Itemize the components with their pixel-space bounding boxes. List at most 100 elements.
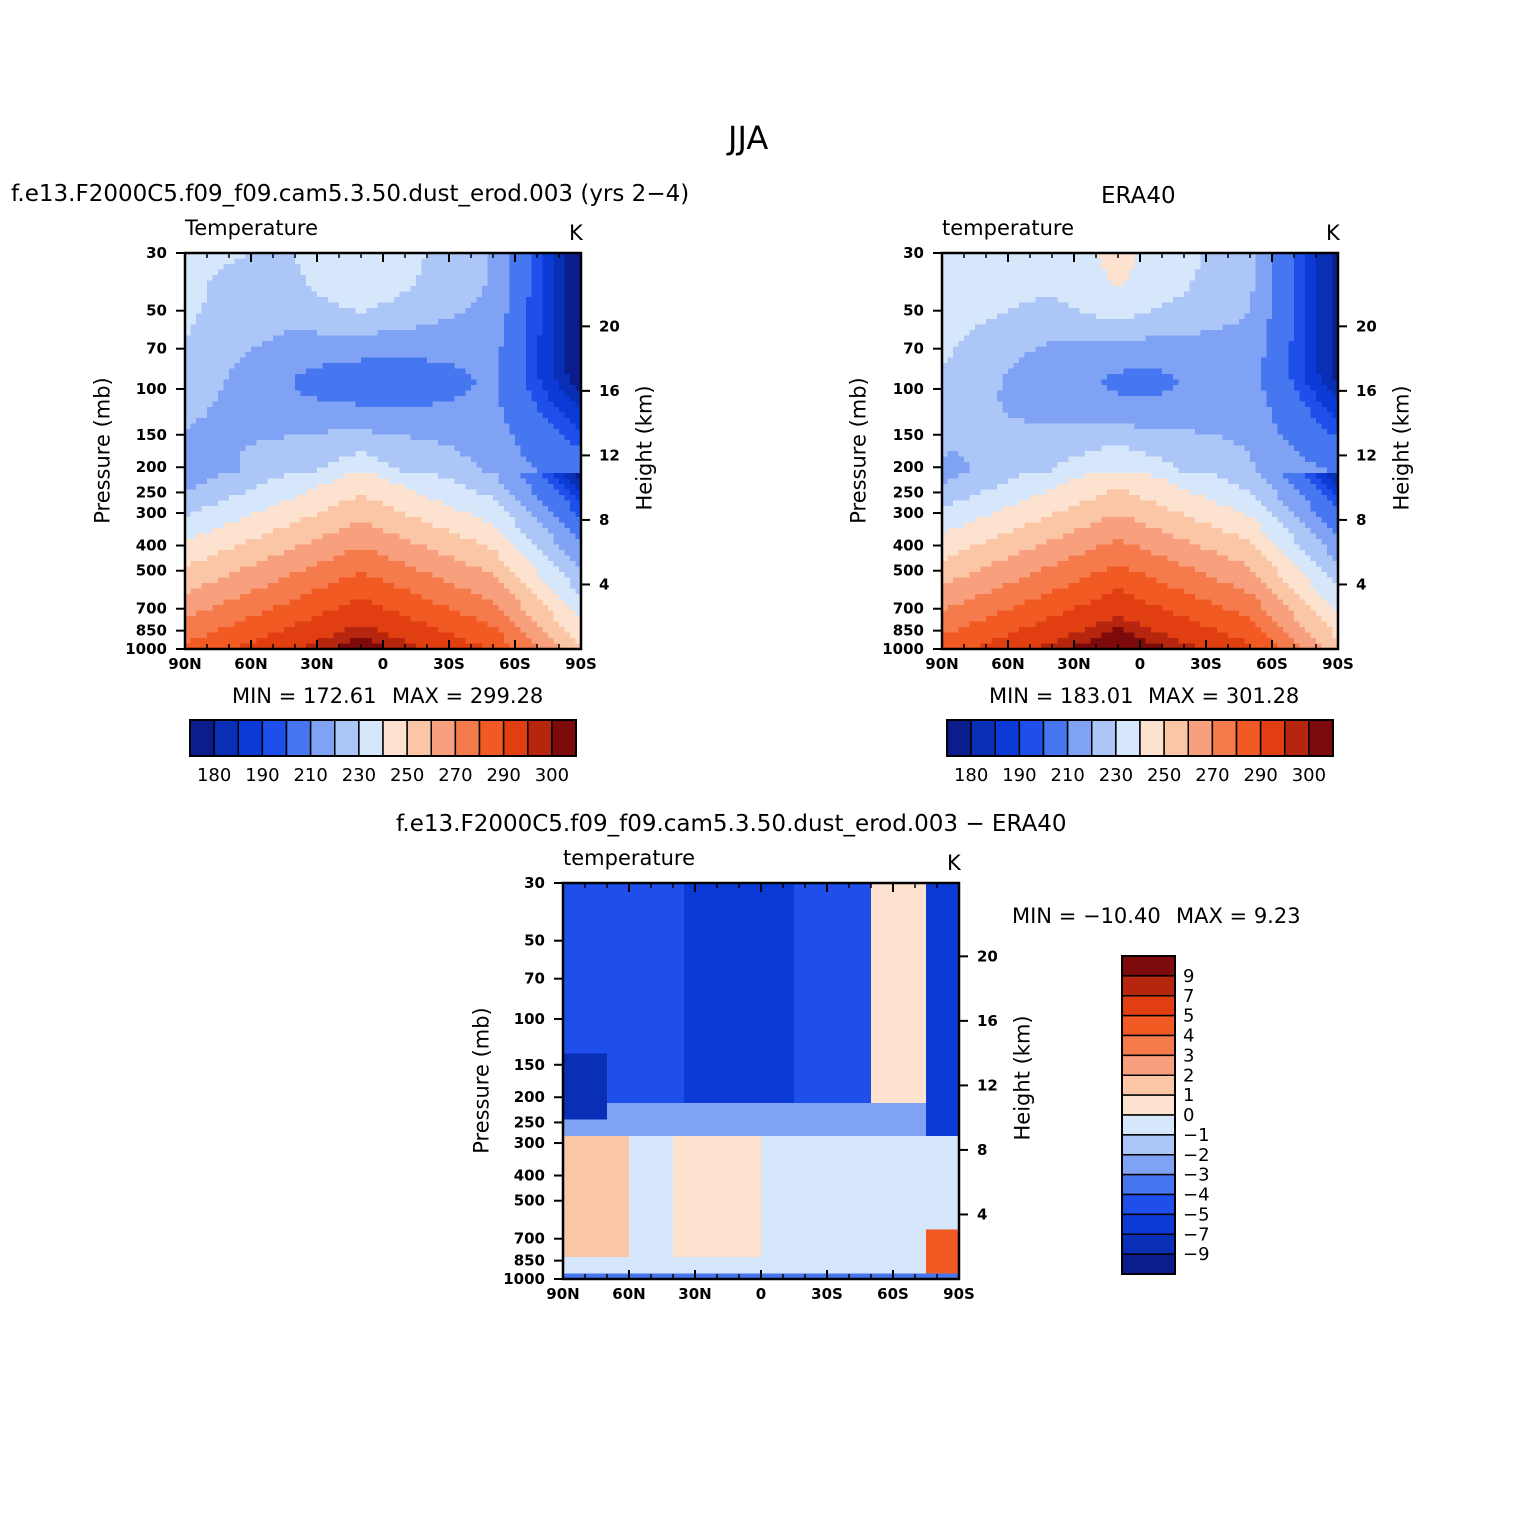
panel-model-cell	[487, 374, 494, 381]
panel-model-cell	[350, 627, 357, 634]
panel-model-cell	[438, 533, 445, 540]
panel-model-cell	[575, 302, 582, 309]
panel-model-cell	[520, 407, 527, 414]
panel-model-cell	[361, 374, 368, 381]
panel-model-cell	[273, 506, 280, 513]
panel-model-cell	[570, 379, 577, 386]
panel-model-cell	[504, 566, 511, 573]
panel-model-cell	[421, 627, 428, 634]
panel-model-cell	[498, 374, 505, 381]
panel-model-cell	[427, 363, 434, 370]
panel-model-cell	[394, 610, 401, 617]
panel-model-cell	[564, 401, 571, 408]
panel-model-cell	[394, 357, 401, 364]
panel-model-cell	[427, 341, 434, 348]
panel-model-cell	[575, 324, 582, 331]
panel-model-cell	[443, 286, 450, 293]
panel-model-cell	[322, 308, 329, 315]
panel-model-cell	[306, 599, 313, 606]
panel-model-cell	[526, 561, 533, 568]
panel-model-cell	[339, 561, 346, 568]
panel-model-cell	[306, 335, 313, 342]
panel-model-cell	[443, 577, 450, 584]
panel-model-cell	[520, 566, 527, 573]
panel-model-cell	[350, 418, 357, 425]
panel-model-cell	[289, 440, 296, 447]
panel-model-cell	[278, 363, 285, 370]
panel-model-cell	[273, 253, 280, 260]
panel-model-cell	[201, 330, 208, 337]
panel-model-cell	[399, 319, 406, 326]
panel-model-cell	[454, 264, 461, 271]
panel-model-cell	[377, 280, 384, 287]
panel-model-cell	[487, 451, 494, 458]
panel-model-cell	[559, 269, 566, 276]
panel-model-cell	[218, 440, 225, 447]
panel-model-cell	[245, 627, 252, 634]
panel-model-cell	[185, 467, 192, 474]
panel-model-cell	[548, 429, 555, 436]
panel-model-cell	[196, 335, 203, 342]
panel-model-cell	[267, 489, 274, 496]
panel-model-cell	[207, 401, 214, 408]
panel-model-cell	[229, 605, 236, 612]
panel-model-cell	[383, 357, 390, 364]
panel-model-cell	[438, 434, 445, 441]
panel-model-cell	[564, 522, 571, 529]
panel-model-cell	[256, 588, 263, 595]
panel-model-cell	[553, 522, 560, 529]
panel-model-cell	[465, 258, 472, 265]
panel-model-cell	[559, 324, 566, 331]
panel-model-cell	[229, 286, 236, 293]
panel-model-cell	[570, 368, 577, 375]
panel-model-cell	[185, 440, 192, 447]
panel-model-cell	[190, 313, 197, 320]
panel-model-cell	[284, 346, 291, 353]
panel-model-cell	[454, 456, 461, 463]
panel-model-cell	[443, 390, 450, 397]
panel-model-cell	[394, 319, 401, 326]
panel-model-cell	[207, 583, 214, 590]
panel-model-cell	[190, 539, 197, 546]
panel-model-cell	[196, 550, 203, 557]
panel-model-cell	[251, 308, 258, 315]
panel-model-cell	[449, 610, 456, 617]
panel-model-cell	[504, 572, 511, 579]
panel-model-cell	[388, 423, 395, 430]
panel-model-cell	[526, 616, 533, 623]
panel-model-cell	[190, 286, 197, 293]
panel-model-cell	[399, 374, 406, 381]
panel-model-cell	[509, 577, 516, 584]
panel-model-cell	[317, 484, 324, 491]
panel-model-cell	[388, 291, 395, 298]
panel-model-cell	[333, 324, 340, 331]
panel-model-cell	[438, 346, 445, 353]
panel-model-cell	[350, 368, 357, 375]
panel-model-cell	[229, 363, 236, 370]
panel-model-cell	[207, 390, 214, 397]
panel-model-cell	[306, 352, 313, 359]
panel-model-cell	[284, 627, 291, 634]
panel-model-cell	[487, 440, 494, 447]
panel-model-cell	[218, 264, 225, 271]
panel-model-cell	[218, 478, 225, 485]
panel-model-cell	[526, 473, 533, 480]
panel-model-cell	[405, 550, 412, 557]
panel-model-cell	[449, 456, 456, 463]
panel-model-cell	[339, 588, 346, 595]
panel-model-cell	[449, 308, 456, 315]
panel-model-cell	[212, 550, 219, 557]
panel-model-cell	[487, 522, 494, 529]
panel-model-cell	[311, 588, 318, 595]
panel-model-cell	[421, 528, 428, 535]
panel-model-cell	[476, 253, 483, 260]
panel-model-cell	[185, 610, 192, 617]
panel-model-cell	[256, 495, 263, 502]
panel-model-cell	[471, 495, 478, 502]
panel-model-cell	[564, 341, 571, 348]
panel-model-cell	[284, 280, 291, 287]
panel-model-cell	[284, 407, 291, 414]
panel-model-cell	[399, 489, 406, 496]
panel-model-cell	[300, 577, 307, 584]
panel-model-cell	[526, 335, 533, 342]
